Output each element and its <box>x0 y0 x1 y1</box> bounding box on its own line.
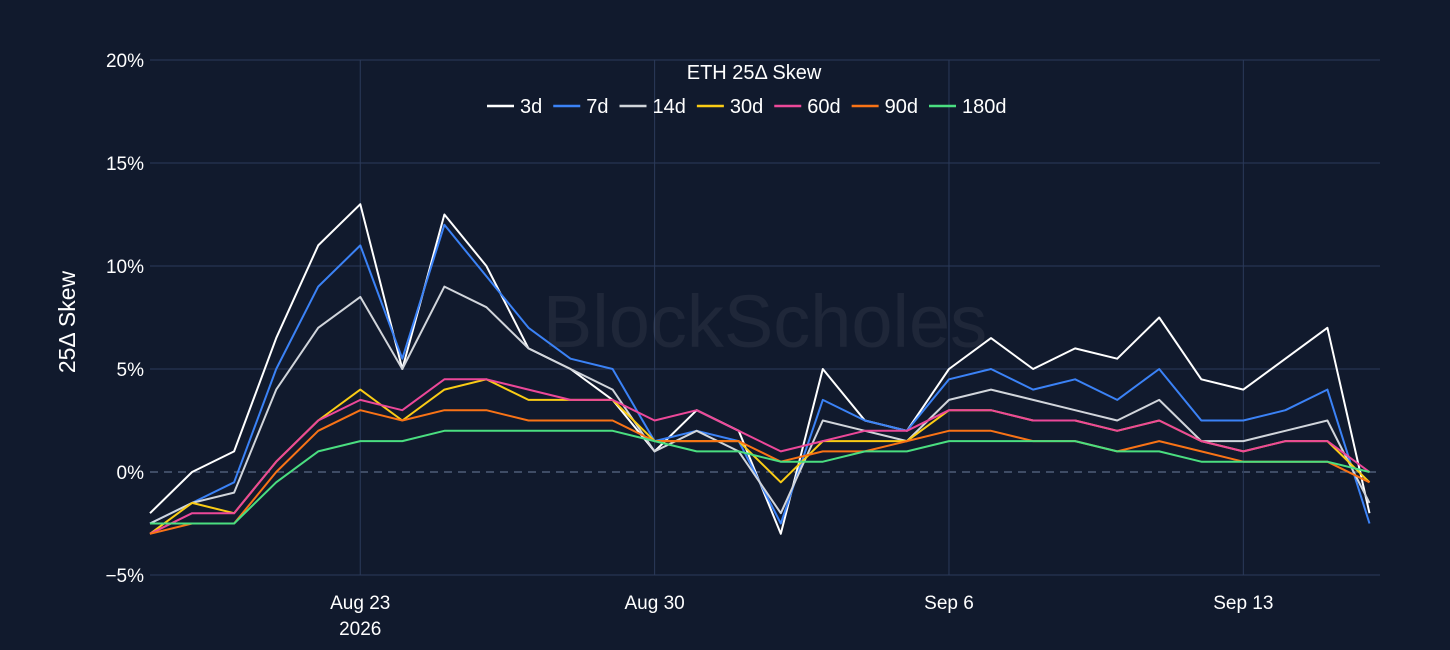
legend-label-90d: 90d <box>885 96 918 118</box>
series-line-14d <box>149 285 1371 525</box>
y-axis: −5% 0% 5% 10% 15% 20% <box>105 51 144 587</box>
x-axis: Aug 23 2026 Aug 30 Sep 6 Sep 13 <box>330 593 1273 640</box>
x-tick-label: Sep 6 <box>924 593 974 614</box>
y-axis-label: 25Δ Skew <box>54 270 80 373</box>
legend-label-7d: 7d <box>586 96 608 118</box>
y-tick-label: 0% <box>117 463 145 484</box>
legend-label-30d: 30d <box>730 96 763 118</box>
series-line-180d <box>150 429 1370 525</box>
x-tick-label: Sep 13 <box>1213 593 1273 614</box>
x-tick-sublabel: 2026 <box>339 619 381 640</box>
chart-title: ETH 25Δ Skew <box>687 62 822 84</box>
y-tick-label: 20% <box>106 51 144 72</box>
series-line-60d <box>149 378 1371 535</box>
y-tick-label: 5% <box>117 360 145 381</box>
legend-label-3d: 3d <box>520 96 542 118</box>
legend: 3d 7d 14d 30d 60d 90d 180d <box>487 96 1007 118</box>
x-tick-label: Aug 30 <box>624 593 684 614</box>
watermark: BlockScholes <box>543 280 987 363</box>
plot-area <box>149 203 1371 535</box>
series-line-90d <box>149 409 1370 535</box>
y-tick-label: 15% <box>106 154 144 175</box>
legend-label-14d: 14d <box>653 96 686 118</box>
x-tick-label: Aug 23 <box>330 593 390 614</box>
gridlines <box>150 59 1380 576</box>
legend-label-180d: 180d <box>962 96 1007 118</box>
y-tick-label: 10% <box>106 257 144 278</box>
y-tick-label: −5% <box>105 566 144 587</box>
legend-label-60d: 60d <box>807 96 840 118</box>
